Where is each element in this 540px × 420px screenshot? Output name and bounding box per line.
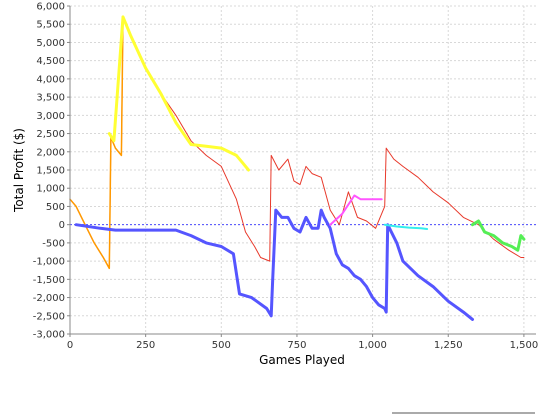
y-tick-label: -2,000	[33, 293, 65, 304]
y-tick-label: 4,500	[36, 56, 65, 67]
x-tick-label: 1,000	[358, 340, 387, 351]
y-tick-label: 5,000	[36, 38, 65, 49]
y-tick-label: 4,000	[36, 74, 65, 85]
series-layer	[69, 15, 526, 321]
y-tick-label: 3,000	[36, 111, 65, 122]
y-tick-label: -3,000	[33, 330, 65, 341]
series-line-3	[107, 15, 250, 172]
x-tick-label: 750	[287, 340, 306, 351]
series-line-5	[329, 194, 383, 226]
x-tick-label: 250	[136, 340, 155, 351]
y-tick-label: 2,000	[36, 147, 65, 158]
y-axis-title: Total Profit ($)	[12, 128, 26, 213]
y-tick-label: 5,500	[36, 20, 65, 31]
y-tick-label: 0	[59, 220, 65, 231]
x-tick-label: 1,250	[434, 340, 463, 351]
y-tick-label: -500	[42, 238, 65, 249]
y-tick-label: 500	[46, 202, 65, 213]
y-tick-label: -1,500	[33, 275, 65, 286]
y-tick-label: 6,000	[36, 2, 65, 13]
x-tick-label: 1,500	[510, 340, 539, 351]
y-tick-label: 3,500	[36, 93, 65, 104]
axes: 0 250 500 750 1,000 1,250 1,500 -3,000 -2,500 -2,…	[33, 2, 538, 352]
y-tick-label: 1,500	[36, 166, 65, 177]
series-line-6	[383, 223, 429, 230]
x-axis-title: Games Played	[259, 353, 345, 367]
x-tick-label: 0	[67, 340, 73, 351]
y-tick-label: 2,500	[36, 129, 65, 140]
y-tick-label: -1,000	[33, 257, 65, 268]
series-line-4	[74, 208, 474, 321]
series-line-7	[471, 219, 526, 252]
y-tick-label: -2,500	[33, 311, 65, 322]
y-tick-label: 1,000	[36, 184, 65, 195]
x-tick-label: 500	[212, 340, 231, 351]
